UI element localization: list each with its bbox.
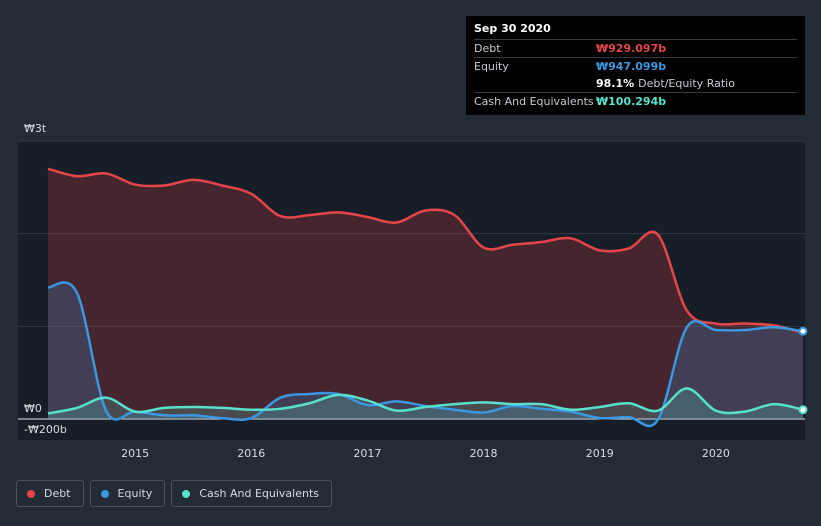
tooltip-row-equity: Equity ₩947.099b	[474, 57, 797, 75]
area-equity	[48, 282, 803, 426]
end-marker-equity	[798, 326, 808, 336]
tooltip-value-cash: ₩100.294b	[596, 95, 667, 108]
y-label-bottom: -₩200b	[24, 423, 67, 436]
tooltip-row-cash: Cash And Equivalents ₩100.294b	[474, 92, 797, 110]
tooltip-label-debt: Debt	[474, 42, 501, 55]
grid-lines	[18, 140, 805, 420]
line-cash	[47, 387, 804, 415]
tooltip-value-equity: ₩947.099b	[596, 60, 667, 73]
area-debt	[48, 168, 803, 419]
area-cash	[48, 388, 803, 419]
tooltip-ratio-spacer	[474, 75, 596, 92]
y-axis-labels: ₩3t ₩0 -₩200b	[24, 122, 67, 436]
data-tooltip: Sep 30 2020 Debt ₩929.097b Equity ₩947.0…	[466, 16, 805, 115]
tooltip-row-debt: Debt ₩929.097b	[474, 39, 797, 57]
tooltip-ratio-label: Debt/Equity Ratio	[638, 77, 735, 90]
series-areas	[48, 168, 803, 426]
x-tick-label: 2015	[121, 447, 149, 460]
legend-label-cash: Cash And Equivalents	[199, 487, 319, 500]
y-label-zero: ₩0	[24, 402, 42, 415]
tooltip-label-equity: Equity	[474, 60, 509, 73]
tooltip-date: Sep 30 2020	[474, 22, 551, 35]
x-tick-label: 2017	[353, 447, 381, 460]
end-marker-cash	[798, 405, 808, 415]
legend-item-debt[interactable]: Debt	[16, 480, 84, 507]
x-tick-label: 2019	[586, 447, 614, 460]
x-tick-label: 2016	[237, 447, 265, 460]
legend-dot-debt-icon	[27, 489, 35, 498]
series-lines	[47, 167, 804, 428]
tooltip-value-debt: ₩929.097b	[596, 42, 667, 55]
legend-label-equity: Equity	[117, 487, 153, 500]
tooltip-ratio-value: 98.1%	[596, 77, 635, 90]
legend-item-equity[interactable]: Equity	[89, 480, 166, 507]
legend-dot-equity-icon	[100, 489, 109, 498]
x-axis-tick-labels: 2015 2016 2017 2018 2019 2020	[121, 447, 730, 460]
tooltip-label-cash: Cash And Equivalents	[474, 95, 594, 108]
legend-dot-cash-icon	[182, 489, 191, 498]
y-label-top: ₩3t	[24, 122, 47, 135]
legend-item-cash[interactable]: Cash And Equivalents	[171, 480, 332, 507]
chart-legend: Debt Equity Cash And Equivalents	[16, 480, 338, 507]
plot-area	[18, 141, 805, 440]
tooltip-row-ratio: 98.1% Debt/Equity Ratio	[474, 75, 797, 92]
x-tick-label: 2020	[702, 447, 730, 460]
legend-label-debt: Debt	[44, 487, 71, 500]
series-markers	[798, 326, 808, 415]
x-tick-label: 2018	[470, 447, 498, 460]
line-debt	[47, 167, 804, 335]
